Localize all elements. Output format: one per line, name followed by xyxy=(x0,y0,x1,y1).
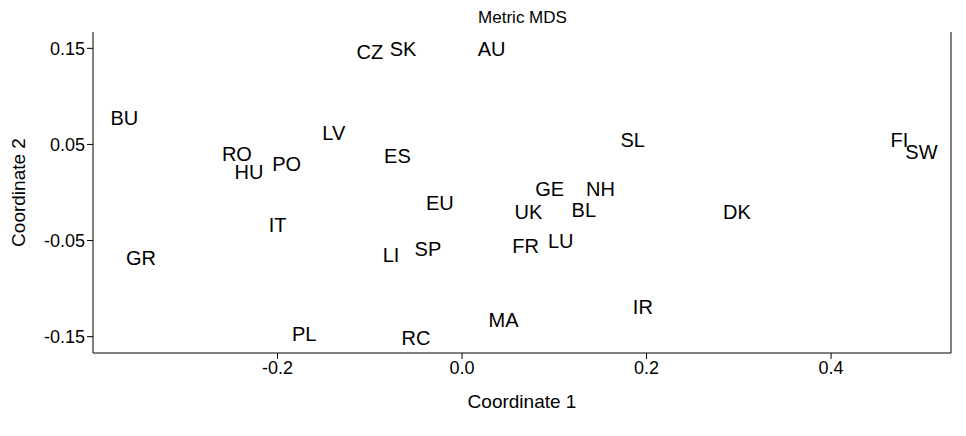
svg-text:0.4: 0.4 xyxy=(819,358,844,378)
svg-text:0.0: 0.0 xyxy=(450,358,475,378)
svg-text:FI: FI xyxy=(890,128,909,151)
svg-text:-0.05: -0.05 xyxy=(44,231,85,251)
svg-text:EU: EU xyxy=(426,192,454,214)
svg-text:Coordinate 1: Coordinate 1 xyxy=(468,391,577,412)
svg-text:DK: DK xyxy=(723,201,751,223)
svg-text:RC: RC xyxy=(401,327,430,349)
html-text:Metric MDS: Metric MDS xyxy=(478,8,567,27)
svg-text:FR: FR xyxy=(512,235,539,257)
svg-text:LI: LI xyxy=(383,244,400,266)
svg-text:SK: SK xyxy=(390,38,417,60)
svg-text:HU: HU xyxy=(234,161,263,183)
svg-text:IR: IR xyxy=(633,296,653,318)
svg-text:NH: NH xyxy=(586,178,615,200)
svg-text:0.05: 0.05 xyxy=(50,135,85,155)
svg-text:LU: LU xyxy=(548,230,574,252)
svg-text:-0.2: -0.2 xyxy=(262,358,293,378)
svg-text:CZ: CZ xyxy=(356,41,383,63)
svg-text:AU: AU xyxy=(478,38,506,60)
svg-text:MA: MA xyxy=(489,309,520,331)
svg-text:RO: RO xyxy=(221,143,252,166)
svg-text:0.2: 0.2 xyxy=(634,358,659,378)
svg-text:UK: UK xyxy=(515,201,543,223)
svg-text:0.15: 0.15 xyxy=(50,39,85,59)
svg-text:LV: LV xyxy=(322,122,346,144)
svg-text:SW: SW xyxy=(905,141,937,163)
svg-text:GE: GE xyxy=(535,178,564,200)
svg-text:PL: PL xyxy=(292,323,316,345)
svg-text:SL: SL xyxy=(620,129,644,151)
svg-text:SP: SP xyxy=(415,238,442,260)
svg-text:GR: GR xyxy=(126,247,156,269)
svg-text:BU: BU xyxy=(110,107,138,129)
svg-text:ES: ES xyxy=(384,145,411,167)
svg-text:PO: PO xyxy=(272,153,301,175)
svg-text:IT: IT xyxy=(269,214,287,236)
svg-text:Coordinate 2: Coordinate 2 xyxy=(8,138,29,247)
svg-text:-0.15: -0.15 xyxy=(44,327,85,347)
svg-text:BL: BL xyxy=(572,199,596,221)
